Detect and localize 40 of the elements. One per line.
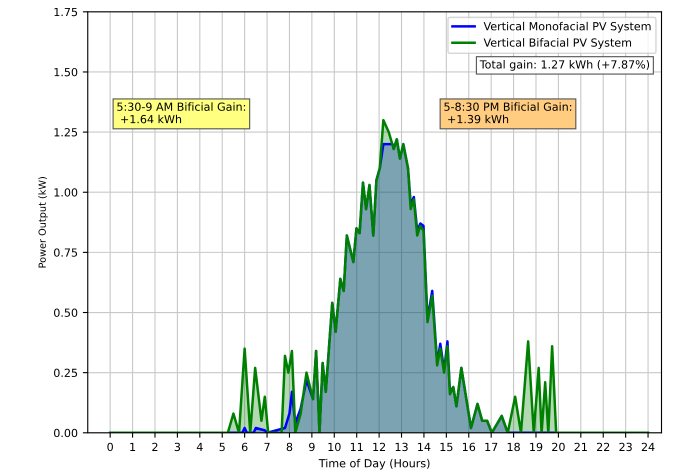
x-tick-label: 23	[619, 442, 632, 452]
y-tick-label: 0.75	[54, 248, 78, 257]
x-tick-label: 10	[328, 442, 341, 452]
y-tick-label: 1.25	[54, 128, 78, 136]
x-tick-label: 17	[485, 442, 498, 451]
x-tick-label: 3	[174, 442, 180, 452]
y-tick-label: 0.25	[54, 368, 78, 378]
x-tick-label: 15	[440, 442, 452, 452]
x-tick-label: 12	[373, 442, 386, 451]
x-tick-label: 20	[552, 442, 565, 452]
y-axis-title: Power Output (kW)	[38, 177, 48, 268]
x-axis-title: Time of Day (Hours)	[318, 458, 430, 470]
x-tick-label: 6	[242, 442, 248, 452]
legend-label: Vertical Bifacial PV System	[484, 38, 632, 49]
y-tick-label: 1.00	[54, 188, 78, 197]
y-tick-label: 0.50	[54, 308, 78, 317]
x-tick-label: 22	[596, 442, 610, 451]
x-tick-label: 24	[642, 442, 654, 451]
x-tick-label: 21	[574, 442, 587, 451]
x-tick-label: 18	[508, 442, 520, 452]
x-tick-label: 5	[220, 442, 225, 452]
x-tick-label: 11	[350, 442, 363, 451]
y-tick-label: 1.75	[54, 8, 78, 16]
x-tick-label: 9	[309, 442, 315, 452]
x-tick-label: 8	[286, 442, 292, 452]
x-tick-label: 1	[130, 442, 136, 451]
x-tick-label: 13	[396, 442, 408, 452]
x-tick-label: 16	[462, 442, 476, 452]
y-tick-label: 1.50	[54, 68, 78, 76]
x-tick-label: 7	[264, 442, 270, 451]
y-tick-label: 0.00	[54, 428, 78, 438]
x-tick-label: 14	[418, 442, 430, 451]
x-tick-label: 19	[530, 442, 542, 452]
x-tick-label: 2	[152, 442, 158, 451]
x-tick-label: 0	[107, 442, 113, 452]
annotation: 5:30-9 AM Bificial Gain: +1.64 kWh	[117, 102, 246, 124]
annotation: Total gain: 1.27 kWh (+7.87%)	[480, 60, 650, 71]
x-tick-label: 4	[196, 442, 203, 451]
annotation: 5-8:30 PM Bificial Gain: +1.39 kWh	[444, 102, 572, 124]
legend-label: Vertical Monofacial PV System	[484, 22, 651, 33]
